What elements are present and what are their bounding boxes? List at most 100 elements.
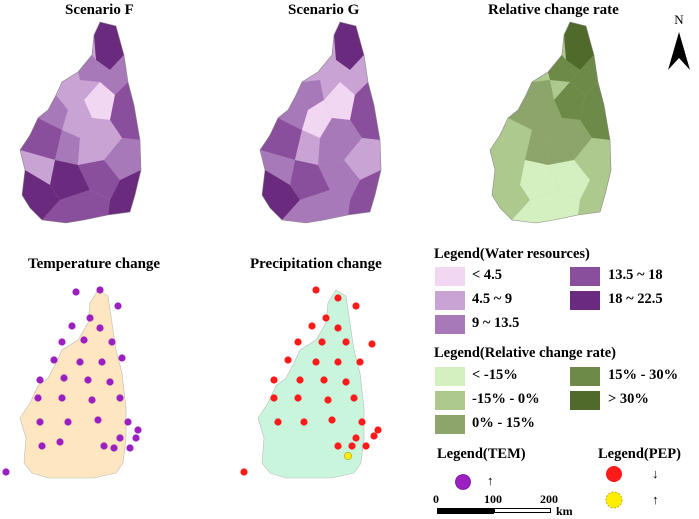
legend-pep-arrow-down: ↓ bbox=[652, 466, 659, 481]
temperature-station-marker bbox=[36, 376, 44, 384]
precipitation-station-marker-decrease bbox=[240, 468, 248, 476]
temperature-station-marker bbox=[84, 376, 92, 384]
legend-pep-marker-up bbox=[605, 491, 623, 509]
precipitation-station-marker-decrease bbox=[300, 418, 308, 426]
temperature-station-marker bbox=[132, 434, 140, 442]
precipitation-station-marker-decrease bbox=[328, 416, 336, 424]
precipitation-station-marker-decrease bbox=[370, 432, 378, 440]
scale-label-0: 0 bbox=[433, 492, 439, 506]
temperature-station-marker bbox=[96, 324, 104, 332]
temperature-station-marker bbox=[100, 442, 108, 450]
precipitation-station-marker-decrease bbox=[294, 338, 302, 346]
precipitation-stations bbox=[240, 286, 382, 476]
precipitation-station-marker-decrease bbox=[350, 394, 358, 402]
precipitation-station-marker-decrease bbox=[312, 286, 320, 294]
legend-water-label-1: < 4.5 bbox=[472, 267, 503, 283]
legend-water-swatch-1 bbox=[435, 267, 465, 286]
temperature-station-marker bbox=[98, 358, 106, 366]
legend-relative-label-1: < -15% bbox=[472, 367, 518, 383]
temperature-station-marker bbox=[124, 418, 132, 426]
temperature-station-marker bbox=[36, 418, 44, 426]
scale-bar-white bbox=[494, 508, 551, 513]
precipitation-station-marker-decrease bbox=[270, 376, 278, 384]
precipitation-station-marker-decrease bbox=[334, 442, 342, 450]
temperature-station-marker bbox=[80, 336, 88, 344]
temperature-station-marker bbox=[106, 378, 114, 386]
precipitation-station-marker-decrease bbox=[334, 294, 342, 302]
scale-unit: km bbox=[556, 504, 573, 518]
scale-bar-black bbox=[437, 508, 494, 514]
temperature-station-marker bbox=[118, 354, 126, 362]
temperature-station-marker bbox=[64, 418, 72, 426]
legend-relative-swatch-1 bbox=[435, 367, 465, 386]
legend-pep-title: Legend(PEP) bbox=[598, 446, 681, 462]
north-label: N bbox=[674, 12, 684, 27]
precipitation-station-marker-decrease bbox=[284, 356, 292, 364]
temperature-station-marker bbox=[108, 338, 116, 346]
scale-label-100: 100 bbox=[484, 492, 502, 506]
legend-relative-title: Legend(Relative change rate) bbox=[434, 345, 617, 361]
temperature-station-marker bbox=[86, 314, 94, 322]
temperature-station-marker bbox=[2, 468, 10, 476]
scenario-g-title: Scenario G bbox=[288, 2, 360, 18]
temperature-station-marker bbox=[76, 358, 84, 366]
scale-label-200: 200 bbox=[540, 492, 558, 506]
temperature-station-marker bbox=[38, 442, 46, 450]
precipitation-station-marker-decrease bbox=[324, 396, 332, 404]
precipitation-station-marker-decrease bbox=[342, 378, 350, 386]
legend-relative-label-4: 15% - 30% bbox=[608, 367, 679, 383]
legend-water-label-3: 9 ~ 13.5 bbox=[472, 315, 520, 331]
legend-relative-swatch-5 bbox=[570, 391, 600, 410]
temperature-map bbox=[2, 286, 142, 479]
precipitation-station-marker-decrease bbox=[308, 322, 316, 330]
precipitation-station-marker-decrease bbox=[358, 418, 366, 426]
legend-water-swatch-3 bbox=[435, 315, 465, 334]
precipitation-station-marker-decrease bbox=[296, 376, 304, 384]
legend-tem-arrow: ↑ bbox=[487, 473, 494, 488]
temperature-station-marker bbox=[58, 338, 66, 346]
scenario-f-map bbox=[19, 21, 142, 224]
legend-relative-label-5: > 30% bbox=[608, 391, 649, 407]
legend-water-swatch-4 bbox=[570, 267, 600, 286]
legend-pep-arrow-up: ↑ bbox=[652, 492, 659, 507]
legend-pep-marker-down bbox=[606, 466, 622, 482]
precipitation-station-marker-decrease bbox=[348, 442, 356, 450]
temperature-station-marker bbox=[110, 444, 118, 452]
precipitation-change-title: Precipitation change bbox=[250, 256, 382, 272]
scenario-f-title: Scenario F bbox=[65, 2, 134, 18]
legend-water-title: Legend(Water resources) bbox=[434, 246, 590, 262]
precipitation-station-marker-decrease bbox=[334, 324, 342, 332]
legend-relative-swatch-2 bbox=[435, 391, 465, 410]
legend-water-label-5: 18 ~ 22.5 bbox=[608, 291, 663, 307]
legend-water-swatch-5 bbox=[570, 291, 600, 310]
precipitation-station-marker-decrease bbox=[352, 434, 360, 442]
temperature-station-marker bbox=[126, 444, 134, 452]
precipitation-station-marker-decrease bbox=[356, 358, 364, 366]
legend-relative-label-2: -15% - 0% bbox=[472, 391, 540, 407]
precipitation-station-marker-decrease bbox=[270, 394, 278, 402]
temperature-station-marker bbox=[58, 394, 66, 402]
precipitation-station-marker-decrease bbox=[322, 314, 330, 322]
relative-change-title: Relative change rate bbox=[488, 2, 619, 18]
legend-relative-swatch-4 bbox=[570, 367, 600, 386]
legend-relative-swatch-3 bbox=[435, 415, 465, 434]
temperature-station-marker bbox=[134, 426, 142, 434]
temperature-station-marker bbox=[96, 286, 104, 294]
temperature-station-marker bbox=[60, 374, 68, 382]
precipitation-station-marker-decrease bbox=[294, 394, 302, 402]
precipitation-station-marker-decrease bbox=[334, 358, 342, 366]
temperature-station-marker bbox=[34, 394, 42, 402]
legend-tem-title: Legend(TEM) bbox=[437, 446, 526, 462]
temperature-station-marker bbox=[114, 302, 122, 310]
temperature-station-marker bbox=[88, 396, 96, 404]
temperature-station-marker bbox=[116, 394, 124, 402]
temperature-station-marker bbox=[94, 416, 102, 424]
temperature-station-marker bbox=[50, 356, 58, 364]
temperature-station-marker bbox=[68, 322, 76, 330]
precipitation-map bbox=[240, 286, 382, 479]
precipitation-station-marker-decrease bbox=[352, 302, 360, 310]
precipitation-station-marker-decrease bbox=[320, 376, 328, 384]
precipitation-station-marker-decrease bbox=[368, 340, 376, 348]
precipitation-station-marker-decrease bbox=[374, 426, 382, 434]
legend-tem-marker bbox=[455, 474, 471, 490]
